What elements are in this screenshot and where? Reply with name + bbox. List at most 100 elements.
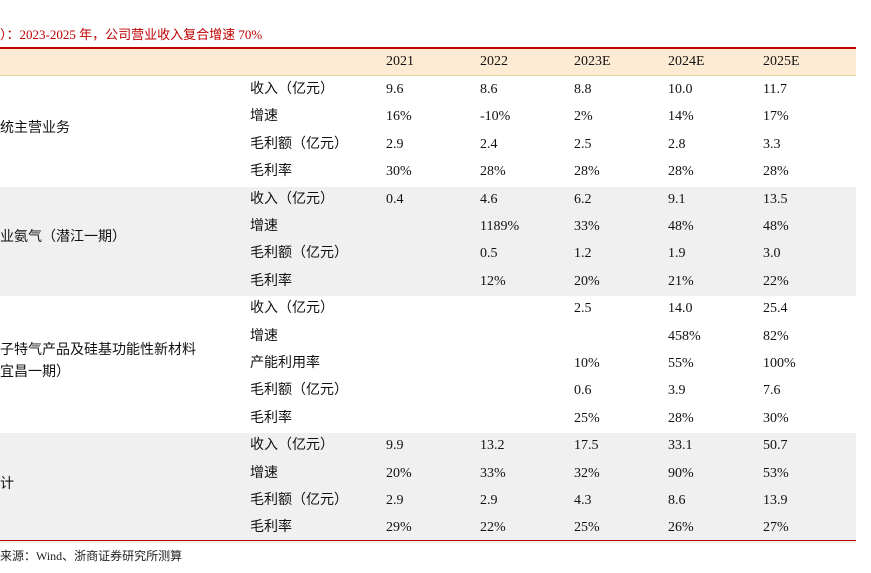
table-cell: 17.5 xyxy=(574,438,599,454)
table-cell: 2.9 xyxy=(386,493,404,508)
table-cell: 33.1 xyxy=(668,438,693,454)
table-cell: 28% xyxy=(668,410,694,426)
table-cell: 2% xyxy=(574,109,593,125)
table-cell: 2.8 xyxy=(668,136,686,152)
segment-name-line: 子特气产品及硅基功能性新材料 xyxy=(0,342,196,358)
table-cell: 48% xyxy=(668,219,694,234)
table-cell: 30% xyxy=(386,164,412,180)
table-cell: 17% xyxy=(763,109,789,125)
table-cell: 14% xyxy=(668,109,694,125)
table-cell: 33% xyxy=(574,219,600,234)
row-label: 毛利额（亿元） xyxy=(250,246,348,262)
table-cell: 28% xyxy=(574,164,600,180)
table-cell: 16% xyxy=(386,109,412,125)
table-cell: 9.1 xyxy=(668,191,686,207)
section-band xyxy=(0,433,856,543)
table-cell: 48% xyxy=(763,219,789,234)
section-band xyxy=(0,186,856,297)
table-cell: 32% xyxy=(574,465,600,481)
table-cell: 2.5 xyxy=(574,136,592,152)
table-cell: 28% xyxy=(668,164,694,180)
table-cell: 20% xyxy=(574,273,600,289)
row-label: 增速 xyxy=(250,328,278,344)
table-cell: 7.6 xyxy=(763,383,781,399)
table-cell: 25% xyxy=(574,520,600,536)
table-cell: 100% xyxy=(763,356,796,371)
table-cell: 10.0 xyxy=(668,82,693,97)
table-cell: 4.6 xyxy=(480,191,498,207)
table-cell: 13.2 xyxy=(480,438,505,454)
table-cell: 25% xyxy=(574,410,600,426)
row-label: 毛利额（亿元） xyxy=(250,493,348,508)
column-header-2023e: 2023E xyxy=(574,54,611,69)
segment-name-line: 业氨气（潜江一期） xyxy=(0,230,126,246)
row-label: 毛利率 xyxy=(250,520,292,536)
table-cell: 50.7 xyxy=(763,438,788,454)
table-cell: 9.6 xyxy=(386,82,404,97)
table-cell: 8.6 xyxy=(668,493,686,508)
table-cell: 12% xyxy=(480,273,506,289)
row-label: 收入（亿元） xyxy=(250,438,334,454)
table-cell: 11.7 xyxy=(763,82,787,97)
table-cell: 55% xyxy=(668,356,694,371)
table-cell: 2.9 xyxy=(480,493,498,508)
table-cell: 30% xyxy=(763,410,789,426)
table-cell: 6.2 xyxy=(574,191,592,207)
row-label: 毛利率 xyxy=(250,164,292,180)
table-cell: 53% xyxy=(763,465,789,481)
table-cell: 3.3 xyxy=(763,136,781,152)
segment-name: 计 xyxy=(0,474,14,496)
table-cell: 14.0 xyxy=(668,301,693,317)
column-header-2021: 2021 xyxy=(386,54,414,69)
table-title: ）：2023-2025 年，公司营业收入复合增速 70% xyxy=(0,27,263,42)
table-cell: 26% xyxy=(668,520,694,536)
table-cell: 1.2 xyxy=(574,246,592,262)
row-label: 毛利额（亿元） xyxy=(250,136,348,152)
table-cell: 1189% xyxy=(480,219,520,234)
table-cell: 3.9 xyxy=(668,383,686,399)
table-cell: 0.4 xyxy=(386,191,404,207)
table-cell: 21% xyxy=(668,273,694,289)
table-cell: 29% xyxy=(386,520,412,536)
row-label: 收入（亿元） xyxy=(250,82,334,97)
top-rule xyxy=(0,47,856,49)
table-cell: 458% xyxy=(668,328,701,344)
row-label: 收入（亿元） xyxy=(250,301,334,317)
table-cell: 10% xyxy=(574,356,600,371)
table-header: 2021 2022 2023E 2024E 2025E xyxy=(0,49,856,76)
table-cell: 8.6 xyxy=(480,82,498,97)
table-cell: 2.4 xyxy=(480,136,498,152)
row-label: 毛利额（亿元） xyxy=(250,383,348,399)
table-cell: 13.9 xyxy=(763,493,788,508)
table-cell: 13.5 xyxy=(763,191,788,207)
table-cell: 20% xyxy=(386,465,412,481)
table-cell: 2.5 xyxy=(574,301,592,317)
source-note: 来源：Wind、浙商证券研究所测算 xyxy=(0,549,183,563)
row-label: 增速 xyxy=(250,219,278,234)
table-cell: 90% xyxy=(668,465,694,481)
table-cell: 33% xyxy=(480,465,506,481)
table-cell: 8.8 xyxy=(574,82,592,97)
segment-name: 子特气产品及硅基功能性新材料 宜昌一期） xyxy=(0,340,196,384)
table-cell: 22% xyxy=(763,273,789,289)
row-label: 增速 xyxy=(250,109,278,125)
row-label: 增速 xyxy=(250,465,278,481)
column-header-2025e: 2025E xyxy=(763,54,800,69)
segment-name: 业氨气（潜江一期） xyxy=(0,227,126,249)
table-cell: 0.5 xyxy=(480,246,498,262)
table-cell: 2.9 xyxy=(386,136,404,152)
segment-name-line: 计 xyxy=(0,477,14,492)
segment-name-line: 宜昌一期） xyxy=(0,364,70,380)
table-cell: 22% xyxy=(480,520,506,536)
table-cell: -10% xyxy=(480,109,511,125)
table-cell: 4.3 xyxy=(574,493,592,508)
row-label: 收入（亿元） xyxy=(250,191,334,207)
table-cell: 27% xyxy=(763,520,789,536)
table-cell: 28% xyxy=(763,164,789,180)
row-label: 毛利率 xyxy=(250,273,292,289)
table-cell: 25.4 xyxy=(763,301,788,317)
table-cell: 9.9 xyxy=(386,438,404,454)
column-header-2024e: 2024E xyxy=(668,54,705,69)
table-cell: 0.6 xyxy=(574,383,592,399)
table-cell: 82% xyxy=(763,328,789,344)
